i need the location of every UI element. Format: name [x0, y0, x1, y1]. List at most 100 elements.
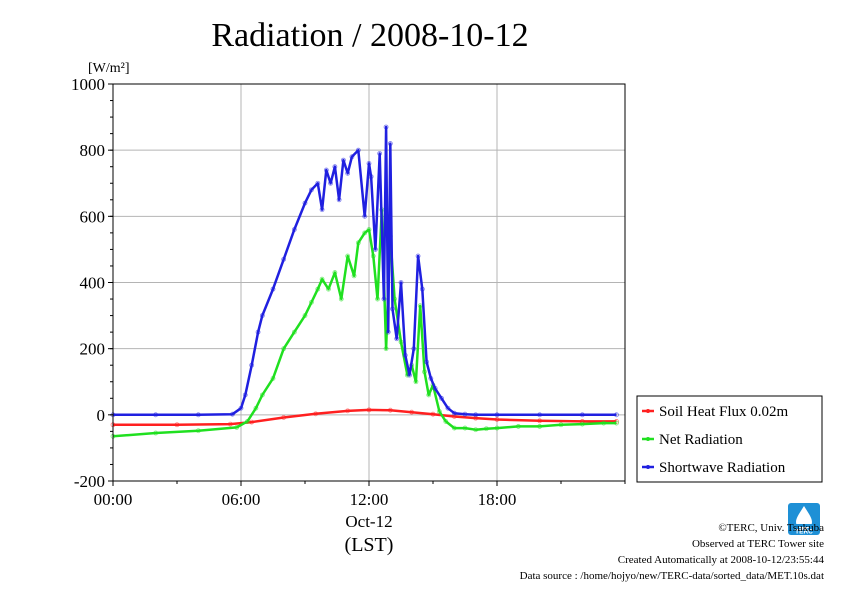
y-tick-label: 600 [80, 207, 106, 226]
series-point-2 [323, 167, 329, 173]
series-point-1 [494, 425, 500, 431]
series-point-2 [255, 329, 261, 335]
series-point-0 [430, 411, 436, 417]
logo-wave-band [791, 524, 817, 527]
x-tick-labels: 00:00 06:00 12:00 18:00 [94, 481, 626, 509]
terc-logo: TERC [788, 503, 820, 536]
legend: Soil Heat Flux 0.02m Net Radiation Shortwa… [636, 395, 823, 483]
series-point-2 [362, 213, 368, 219]
series-line-1 [112, 208, 617, 438]
series-point-1 [413, 379, 419, 385]
series-point-1 [579, 421, 585, 427]
series-point-1 [483, 426, 489, 432]
series-point-2 [349, 154, 355, 160]
credits-org: ©TERC, Univ. Tsukuba [718, 522, 824, 534]
series-point-2 [332, 164, 338, 170]
series-point-2 [249, 362, 255, 368]
series-point-1 [315, 286, 321, 292]
series-point-1 [462, 425, 468, 431]
series-point-1 [436, 409, 442, 414]
series-point-0 [494, 417, 500, 422]
series-point-2 [402, 352, 408, 358]
series-point-2 [419, 286, 425, 292]
series-point-2 [355, 147, 361, 153]
series-point-2 [195, 412, 201, 418]
series-point-1 [326, 286, 331, 292]
series-point-2 [366, 160, 372, 166]
legend-marker [646, 409, 650, 413]
series-point-2 [242, 392, 248, 398]
series-point-2 [270, 286, 276, 292]
series-point-1 [244, 419, 250, 424]
series-point-2 [291, 227, 297, 232]
series-point-0 [345, 408, 351, 414]
series-point-1 [270, 376, 276, 381]
legend-label: Shortwave Radiation [659, 460, 786, 476]
series-point-2 [308, 187, 314, 193]
series-point-2 [424, 359, 430, 365]
series-point-1 [281, 346, 287, 352]
series-point-2 [494, 412, 500, 418]
x-tick-label: 18:00 [478, 490, 517, 509]
series-point-2 [473, 412, 479, 418]
series-lines [110, 124, 619, 439]
x-tick-label: 06:00 [222, 490, 261, 509]
series-point-1 [253, 405, 259, 411]
series-point-1 [370, 253, 376, 259]
series-point-2 [377, 151, 383, 156]
series-point-2 [302, 200, 308, 206]
series-point-1 [383, 346, 389, 352]
series-point-1 [259, 392, 265, 398]
series-point-1 [558, 422, 564, 428]
legend-marker [646, 465, 650, 469]
series-point-1 [195, 428, 201, 434]
series-point-1 [537, 424, 543, 429]
legend-label: Net Radiation [659, 432, 743, 448]
series-point-1 [308, 299, 314, 305]
series-point-2 [315, 180, 321, 186]
x-axis-date-label: Oct-12 [345, 512, 392, 531]
series-point-1 [515, 424, 521, 429]
series-point-1 [362, 230, 368, 236]
series-point-2 [383, 124, 389, 130]
y-tick-label: 800 [80, 141, 106, 160]
credits-created: Created Automatically at 2008-10-12/23:5… [617, 554, 824, 566]
series-point-2 [411, 346, 417, 352]
series-point-2 [381, 296, 387, 302]
series-point-1 [443, 419, 449, 424]
series-point-0 [409, 409, 415, 415]
series-point-2 [415, 253, 421, 259]
series-point-1 [153, 430, 159, 436]
series-point-1 [601, 420, 607, 426]
series-point-2 [372, 247, 378, 252]
series-point-2 [445, 405, 451, 411]
series-point-2 [614, 412, 619, 418]
series-point-0 [281, 415, 287, 420]
legend-label: Soil Heat Flux 0.02m [659, 404, 789, 420]
x-axis-timezone-label: (LST) [345, 534, 394, 556]
series-point-2 [319, 207, 325, 213]
y-tick-label: -200 [74, 472, 105, 491]
y-axis-unit-label: [W/m²] [88, 61, 130, 76]
series-point-2 [340, 157, 346, 163]
series-point-2 [259, 313, 265, 318]
series-point-1 [366, 227, 372, 232]
series-point-0 [387, 407, 393, 413]
series-point-1 [234, 425, 240, 430]
x-tick-label: 12:00 [350, 490, 389, 509]
series-point-2 [387, 141, 393, 146]
series-point-0 [313, 411, 319, 417]
series-point-1 [422, 369, 427, 375]
series-point-1 [351, 273, 357, 279]
y-tick-label: 200 [80, 340, 106, 359]
series-point-0 [451, 414, 457, 419]
series-point-2 [462, 411, 468, 417]
series-point-0 [366, 407, 372, 413]
legend-box [636, 395, 823, 483]
series-point-1 [291, 329, 297, 335]
series-point-1 [302, 313, 308, 318]
series-point-1 [451, 425, 457, 431]
series-point-0 [537, 418, 543, 424]
series-point-2 [398, 280, 404, 285]
